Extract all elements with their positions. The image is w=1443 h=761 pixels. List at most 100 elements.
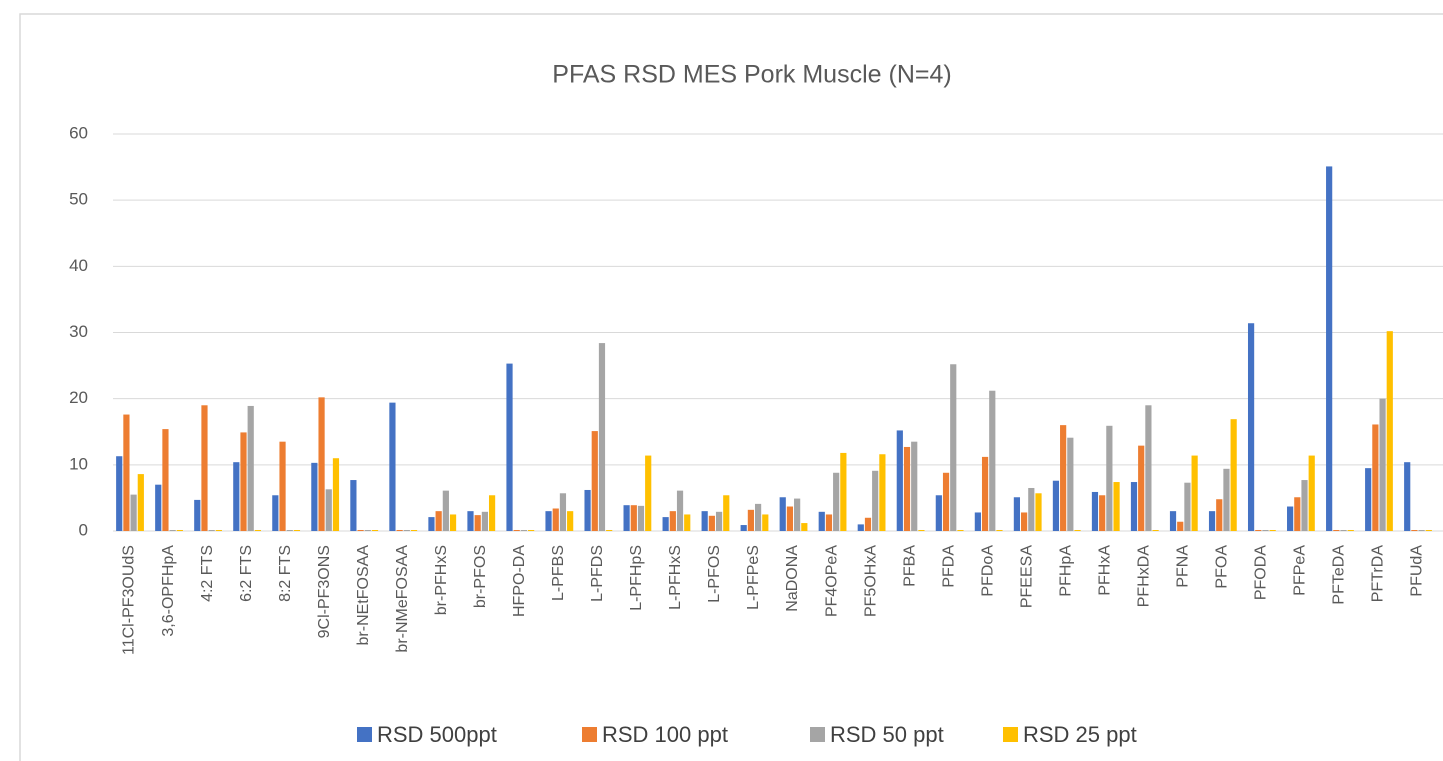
y-tick-label: 0 (79, 520, 88, 539)
bar (1208, 511, 1216, 531)
bar (896, 430, 903, 531)
x-tick-label: L-PFOS (706, 545, 723, 603)
x-tick-label: PFOA (1214, 545, 1231, 589)
x-tick-label: br-PFHxS (433, 545, 450, 615)
bar (833, 472, 840, 531)
x-tick-label: HFPO-DA (511, 545, 528, 617)
bar (996, 530, 1003, 531)
bar (715, 511, 723, 531)
bar (918, 530, 925, 531)
bar (1223, 468, 1230, 531)
x-tick-label: PFUdA (1409, 545, 1426, 597)
bar (1404, 462, 1411, 531)
bar (747, 509, 754, 531)
bar (740, 525, 747, 531)
y-tick-label: 40 (69, 256, 88, 275)
bar (591, 431, 598, 531)
y-tick-label: 50 (69, 190, 88, 209)
bar (942, 472, 950, 531)
x-tick-label: 3,6-OPFHpA (160, 545, 177, 637)
bar (1418, 530, 1425, 531)
x-tick-label: br-NMeFOSAA (394, 545, 411, 653)
bar (662, 517, 669, 531)
bar (762, 514, 769, 531)
legend-swatch (1003, 727, 1018, 742)
y-tick-label: 20 (69, 388, 88, 407)
bar (786, 506, 794, 531)
bar (637, 505, 645, 531)
bar (357, 530, 364, 531)
bar (364, 530, 371, 531)
bar (130, 494, 137, 531)
bar (1091, 491, 1099, 531)
bar (176, 530, 183, 531)
bar (1386, 331, 1393, 531)
bar (1145, 405, 1152, 531)
bar (1247, 323, 1255, 531)
bar (396, 530, 403, 531)
bar (1074, 530, 1081, 531)
bar (623, 505, 630, 531)
bar (981, 456, 989, 531)
bar (825, 514, 833, 531)
bar (630, 505, 637, 531)
bar (1113, 482, 1120, 531)
bar (506, 363, 513, 531)
bar (1021, 512, 1028, 531)
x-tick-label: L-PFBS (550, 545, 567, 601)
bar (194, 499, 201, 531)
bar (1013, 497, 1021, 531)
bar (1340, 530, 1347, 531)
x-tick-label: L-PFDS (589, 545, 606, 602)
bar (481, 511, 488, 531)
bar (1301, 480, 1308, 531)
bar (545, 511, 552, 531)
bar (350, 480, 357, 531)
bar (1169, 511, 1177, 531)
x-tick-label: PFODA (1253, 545, 1270, 600)
x-tick-label: PF5OHxA (862, 545, 879, 617)
bar (701, 511, 708, 531)
bar (567, 511, 574, 531)
bar (215, 530, 222, 531)
bar (272, 495, 279, 531)
bar (957, 530, 964, 531)
bar (606, 530, 613, 531)
bar (818, 511, 825, 531)
x-tick-label: PFTeDA (1331, 545, 1348, 605)
bar (676, 490, 684, 531)
bar (1326, 166, 1333, 531)
bar (935, 495, 942, 531)
bar (552, 508, 559, 531)
x-tick-label: br-PFOS (472, 545, 489, 608)
bar (1028, 487, 1035, 531)
x-tick-label: PFDoA (979, 545, 996, 597)
x-tick-label: 8:2 FTS (277, 545, 294, 602)
x-tick-label: 11Cl-PF3OUdS (121, 545, 138, 655)
bar (513, 530, 520, 531)
x-tick-label: 4:2 FTS (199, 545, 216, 602)
y-tick-label: 60 (69, 123, 88, 142)
bar (389, 402, 396, 531)
bar (247, 405, 254, 531)
bar (857, 524, 864, 531)
bar (233, 462, 240, 531)
bar (254, 530, 262, 531)
bar (286, 530, 293, 531)
bar (1372, 424, 1379, 531)
bar (1333, 530, 1340, 531)
bar (950, 364, 957, 531)
bar (794, 498, 801, 531)
bar (428, 517, 435, 531)
bar (645, 455, 652, 531)
bar (1411, 530, 1418, 531)
x-tick-label: PF4OPeA (823, 545, 840, 617)
bar (669, 511, 676, 531)
bar (371, 530, 379, 531)
legend-label: RSD 50 ppt (830, 722, 944, 747)
chart-border (19, 13, 1443, 761)
bar (467, 511, 474, 531)
bar (1365, 468, 1372, 531)
bar (318, 397, 325, 531)
